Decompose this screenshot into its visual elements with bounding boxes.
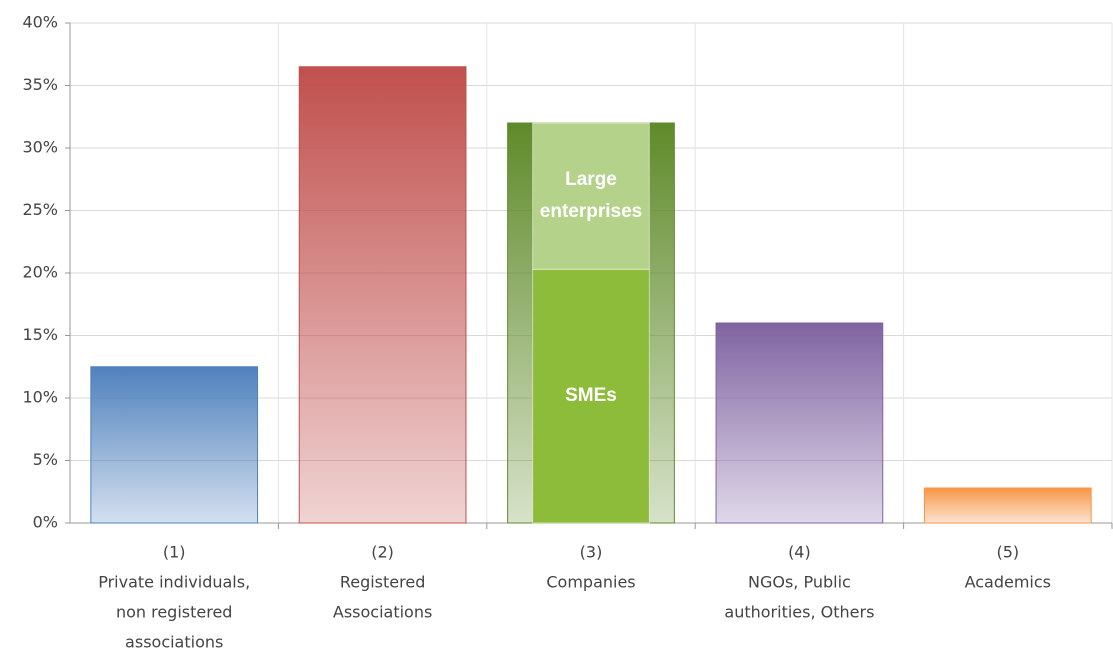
- segment-label: Large: [565, 169, 617, 190]
- y-tick-label: 30%: [22, 138, 58, 157]
- x-tick-label: NGOs, Public: [748, 573, 851, 592]
- x-tick-label: (3): [580, 543, 603, 562]
- y-tick-label: 15%: [22, 325, 58, 344]
- y-tick-label: 25%: [22, 200, 58, 219]
- bar: [298, 66, 467, 524]
- bar: [715, 322, 884, 524]
- x-tick-label: (5): [996, 543, 1019, 562]
- x-tick-label: Private individuals,: [98, 573, 250, 592]
- y-tick-label: 35%: [22, 75, 58, 94]
- y-tick-label: 40%: [22, 13, 58, 32]
- segment-label: enterprises: [540, 201, 642, 222]
- x-tick-label: Associations: [333, 603, 432, 622]
- bar: [923, 487, 1092, 524]
- x-tick-label: associations: [125, 633, 223, 652]
- y-tick-label: 10%: [22, 388, 58, 407]
- segment-label: SMEs: [565, 385, 617, 406]
- x-tick-label: Registered: [340, 573, 426, 592]
- x-tick-label: authorities, Others: [724, 603, 874, 622]
- breakdown-segment: [532, 122, 650, 270]
- x-tick-label: non registered: [116, 603, 233, 622]
- breakdown-segment: [532, 268, 650, 524]
- bar: [90, 366, 259, 524]
- x-tick-label: (2): [371, 543, 394, 562]
- y-tick-label: 5%: [33, 450, 58, 469]
- x-tick-label: Companies: [546, 573, 635, 592]
- y-tick-label: 0%: [33, 513, 58, 532]
- x-tick-label: (1): [163, 543, 186, 562]
- x-tick-label: Academics: [965, 573, 1051, 592]
- y-tick-label: 20%: [22, 263, 58, 282]
- x-tick-label: (4): [788, 543, 811, 562]
